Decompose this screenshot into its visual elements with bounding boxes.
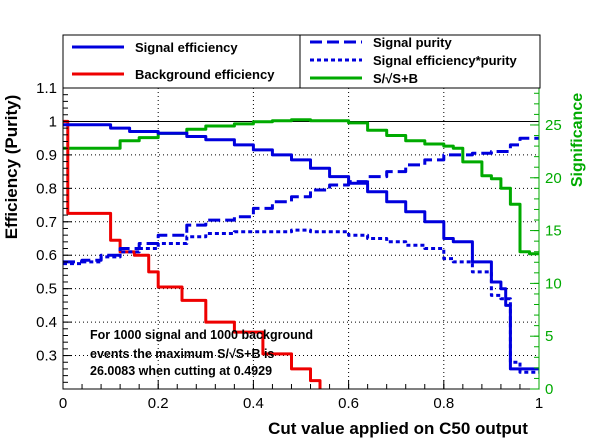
y-tick-label: 0.4 bbox=[36, 314, 57, 331]
x-tick-label: 0 bbox=[59, 395, 67, 412]
x-tick-label: 1 bbox=[535, 395, 543, 412]
y-axis-title: Efficiency (Purity) bbox=[2, 95, 21, 240]
y-tick-label: 0.3 bbox=[36, 348, 57, 365]
y2-axis-title: Significance bbox=[569, 93, 586, 187]
series-layer bbox=[63, 118, 539, 389]
series-line-1 bbox=[63, 119, 322, 389]
legend-label-0: Signal efficiency bbox=[135, 40, 238, 55]
y2-tick-label: 20 bbox=[545, 170, 562, 187]
annotation-line-3: 26.0083 when cutting at 0.4929 bbox=[90, 364, 272, 378]
series-line-0 bbox=[63, 123, 539, 371]
x-axis-title: Cut value applied on C50 output bbox=[268, 419, 528, 438]
x-tick-label: 0.2 bbox=[148, 395, 169, 412]
x-tick-label: 0.6 bbox=[338, 395, 359, 412]
legend-label-3: Signal efficiency*purity bbox=[373, 53, 518, 68]
y-tick-label: 0.6 bbox=[36, 247, 57, 264]
x-tick-label: 0.4 bbox=[243, 395, 264, 412]
y2-tick-label: 5 bbox=[545, 328, 553, 345]
x-tick-label: 0.8 bbox=[433, 395, 454, 412]
y-tick-label: 1 bbox=[49, 113, 57, 130]
y-tick-label: 1.1 bbox=[36, 80, 57, 97]
annotation: For 1000 signal and 1000 background even… bbox=[90, 328, 313, 378]
legend-box bbox=[62, 34, 541, 89]
y-tick-label: 0.9 bbox=[36, 147, 57, 164]
y-tick-label: 0.8 bbox=[36, 180, 57, 197]
y-tick-label: 0.5 bbox=[36, 281, 57, 298]
y2-tick-label: 15 bbox=[545, 223, 562, 240]
legend-label-2: Signal purity bbox=[373, 35, 453, 50]
legend-label-1: Background efficiency bbox=[135, 67, 275, 82]
legend-label-4: S/√S+B bbox=[373, 71, 418, 86]
tick-labels: 0 0.2 0.4 0.6 0.8 1 0.3 0.4 0.5 0.6 0.7 0.8 0.9 1 1.1 0… bbox=[36, 80, 562, 412]
y-tick-label: 0.7 bbox=[36, 214, 57, 231]
y2-tick-label: 25 bbox=[545, 117, 562, 134]
legend: Signal efficiency Background efficiency Si… bbox=[62, 34, 541, 89]
series-line-2 bbox=[63, 136, 539, 264]
axis-ticks bbox=[62, 87, 540, 390]
annotation-line-1: For 1000 signal and 1000 background bbox=[90, 328, 313, 342]
series-line-3 bbox=[63, 228, 539, 374]
annotation-line-2: events the maximum S/√S+B is bbox=[90, 347, 274, 361]
y2-tick-label: 0 bbox=[545, 381, 553, 398]
y2-tick-label: 10 bbox=[545, 275, 562, 292]
